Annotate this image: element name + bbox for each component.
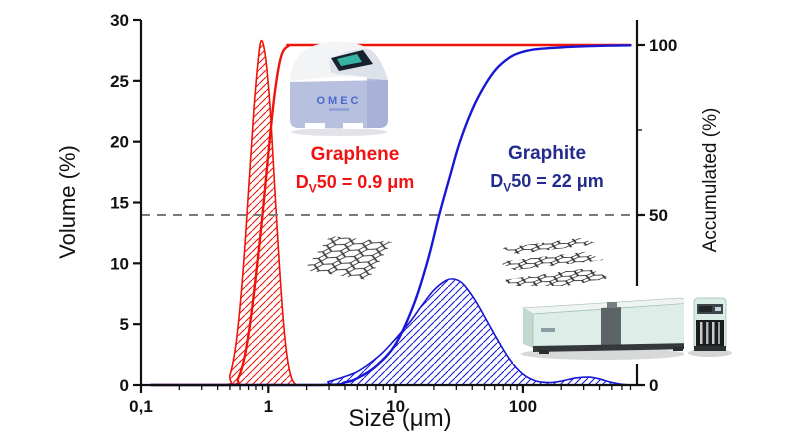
dispersion-unit-image [684, 292, 736, 358]
graphite-title: Graphite [507, 143, 587, 164]
x-tick-label: 1 [264, 397, 273, 416]
omec-logo: OMEC [317, 95, 362, 107]
graphite-volume-distribution-curve [150, 277, 632, 386]
y-right-tick-label: 0 [649, 376, 658, 395]
x-tick-label: 10 [386, 397, 405, 416]
y-left-tick-label: 5 [120, 315, 129, 334]
y-left-axis-label: Volume (%) [55, 145, 80, 259]
y-right-tick-label: 100 [649, 36, 677, 55]
graphene-title: Graphene [310, 144, 400, 165]
axes-layer: 0 5 10 15 20 25 30 0 50 100 0,1 1 10 100 [110, 11, 677, 416]
y-left-tick-label: 20 [110, 133, 129, 152]
graphite-annotation: Graphite DV50 = 22 μm [465, 143, 629, 195]
y-left-tick-label: 0 [120, 376, 129, 395]
y-left-tick-label: 25 [110, 72, 129, 91]
y-left-tick-label: 15 [110, 194, 129, 213]
benchtop-shadow [291, 128, 387, 136]
x-axis-label: Size (μm) [348, 405, 452, 432]
graphite-accumulated-curve [149, 44, 632, 387]
graphene-accumulated-curve [149, 43, 632, 387]
graphene-volume-distribution-curve [150, 39, 301, 386]
analyzer-center-module [601, 307, 621, 347]
y-left-tick-label: 10 [110, 254, 129, 273]
graphene-dv50: DV50 = 0.9 μm [295, 172, 415, 196]
series-layer [149, 39, 632, 387]
graphite-dv50: DV50 = 22 μm [490, 171, 604, 195]
graphene-annotation: Graphene DV50 = 0.9 μm [275, 144, 435, 196]
y-right-tick-label: 50 [649, 206, 668, 225]
y-left-tick-label: 30 [110, 11, 129, 30]
graphene-sheet-image [304, 236, 392, 280]
x-tick-label: 100 [509, 397, 537, 416]
benchtop-analyzer-image: OMEC [290, 41, 388, 136]
laser-analyzer-image [513, 286, 701, 364]
y-right-axis-label: Accumulated (%) [700, 107, 721, 253]
analyzer-logo-mark [541, 328, 555, 332]
x-tick-label: 0,1 [129, 397, 153, 416]
